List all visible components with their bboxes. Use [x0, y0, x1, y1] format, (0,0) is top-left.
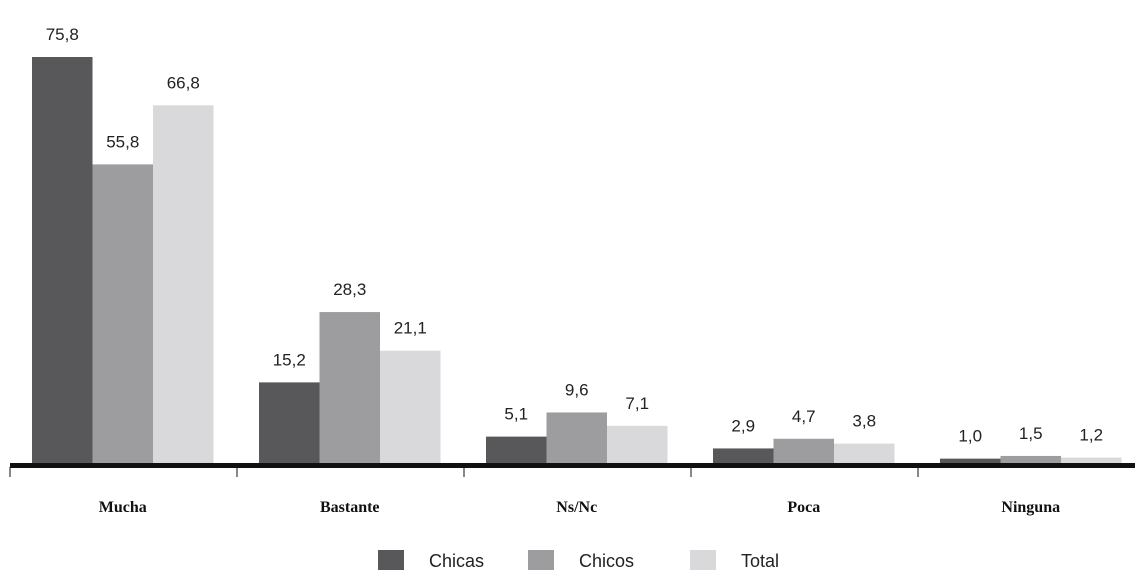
category-label-poca: Poca: [787, 499, 820, 516]
value-label-chicas-ns-nc: 5,1: [504, 405, 528, 424]
category-label-ns-nc: Ns/Nc: [556, 499, 597, 516]
bar-total-ninguna: [1061, 457, 1122, 464]
bar-chicas-poca: [713, 448, 774, 464]
value-label-total-ninguna: 1,2: [1079, 426, 1103, 445]
category-labels-layer: Mucha Bastante Ns/Nc Poca Ninguna: [99, 499, 1060, 516]
value-label-chicos-poca: 4,7: [792, 407, 816, 426]
bar-chicos-ninguna: [1000, 455, 1061, 464]
value-label-chicos-ninguna: 1,5: [1019, 424, 1043, 443]
legend-swatch-chicos: [528, 550, 554, 570]
category-label-mucha: Mucha: [99, 499, 147, 516]
bar-chicos-mucha: [92, 164, 153, 464]
bar-chicos-poca: [773, 438, 834, 464]
value-label-total-ns-nc: 7,1: [625, 394, 649, 413]
bar-total-poca: [834, 443, 895, 464]
value-label-chicas-mucha: 75,8: [46, 25, 79, 44]
value-label-chicas-bastante: 15,2: [273, 350, 306, 369]
legend: Chicas Chicos Total: [378, 550, 779, 571]
bar-chicas-mucha: [32, 57, 93, 464]
bar-total-bastante: [380, 350, 441, 464]
bar-total-mucha: [153, 105, 214, 464]
x-axis-line: [10, 463, 1135, 468]
bar-chicas-ninguna: [940, 458, 1001, 464]
value-label-total-bastante: 21,1: [394, 319, 427, 338]
bar-chicos-ns-nc: [546, 412, 607, 464]
legend-swatch-total: [690, 550, 716, 570]
bar-chicas-ns-nc: [486, 436, 547, 464]
legend-swatch-chicas: [378, 550, 404, 570]
value-label-chicos-ns-nc: 9,6: [565, 380, 589, 399]
bar-chicas-bastante: [259, 382, 320, 464]
bar-chicos-bastante: [319, 312, 380, 464]
legend-label-chicas: Chicas: [429, 551, 484, 571]
value-label-chicos-bastante: 28,3: [333, 280, 366, 299]
value-label-chicos-mucha: 55,8: [106, 132, 139, 151]
value-label-chicas-ninguna: 1,0: [958, 427, 982, 446]
value-label-chicas-poca: 2,9: [731, 416, 755, 435]
value-label-total-mucha: 66,8: [167, 73, 200, 92]
bars-layer: [32, 57, 1122, 464]
legend-label-total: Total: [741, 551, 779, 571]
value-label-total-poca: 3,8: [852, 412, 876, 431]
value-labels-layer: 75,8 55,8 66,8 15,2 28,3 21,1 5,1 9,6 7,1 2,9 4,7 3…: [46, 25, 1103, 446]
legend-label-chicos: Chicos: [579, 551, 634, 571]
category-label-bastante: Bastante: [320, 499, 380, 516]
category-label-ninguna: Ninguna: [1001, 499, 1060, 516]
x-axis: [9, 463, 1135, 477]
bar-total-ns-nc: [607, 425, 668, 464]
